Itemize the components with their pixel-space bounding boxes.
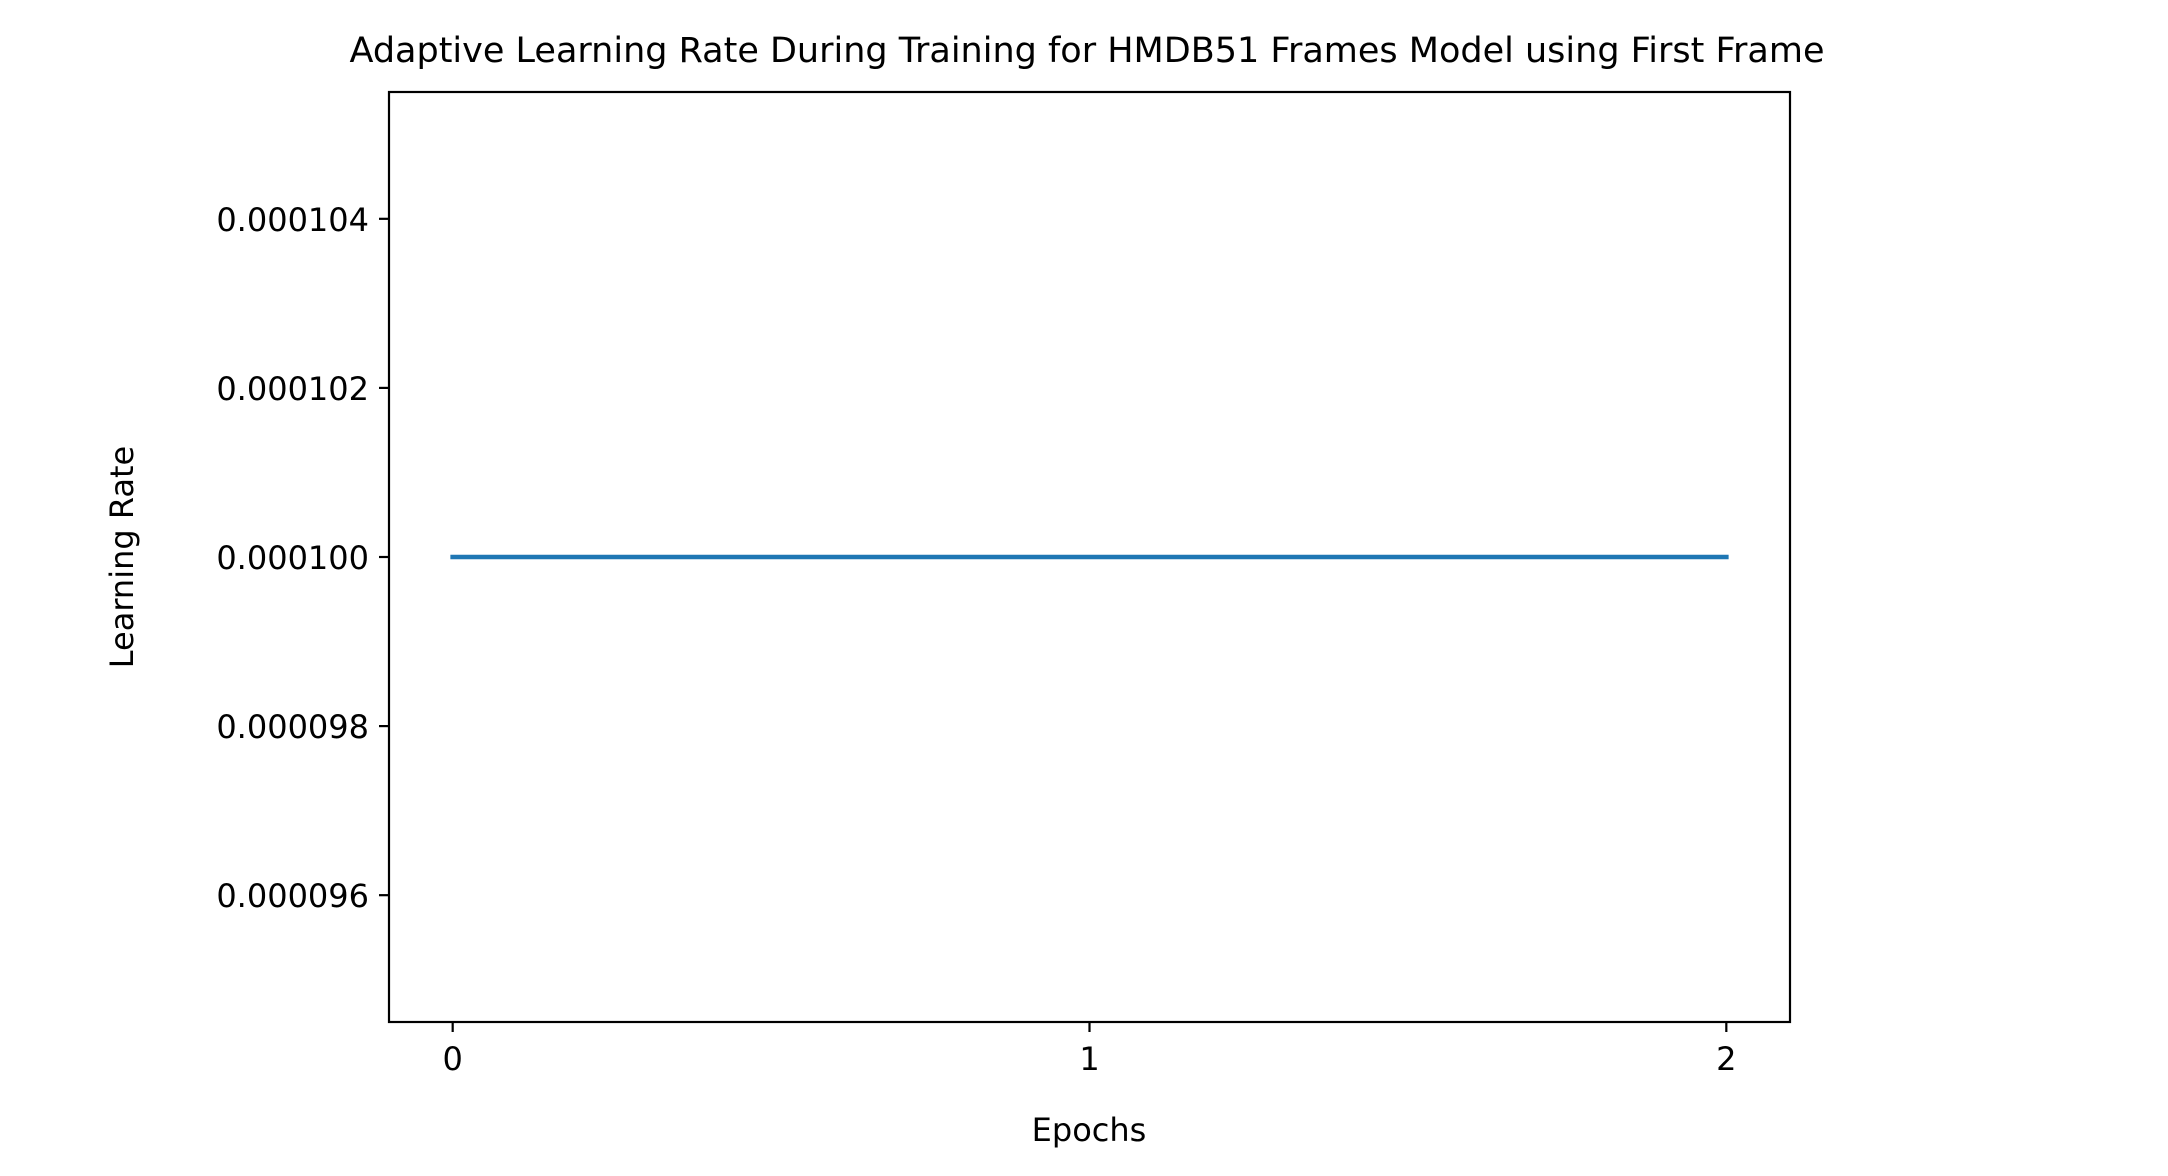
plot-area-frame	[387, 90, 1792, 1024]
x-tick-label: 2	[1716, 1040, 1736, 1078]
x-tick-label: 1	[1079, 1040, 1099, 1078]
y-axis-ticks: 0.000096 0.000098 0.000100 0.000102 0.000104	[216, 201, 389, 915]
y-tick-label: 0.000100	[216, 539, 369, 577]
x-axis-ticks: 0 1 2	[443, 1022, 1736, 1078]
y-tick-label: 0.000096	[216, 877, 369, 915]
y-tick-label: 0.000104	[216, 201, 369, 239]
y-axis-label: Learning Rate	[103, 446, 141, 668]
x-tick-label: 0	[443, 1040, 463, 1078]
y-tick-label: 0.000098	[216, 708, 369, 746]
y-tick-label: 0.000102	[216, 370, 369, 408]
x-axis-label: Epochs	[1032, 1111, 1147, 1149]
chart-title: Adaptive Learning Rate During Training f…	[350, 31, 1825, 71]
